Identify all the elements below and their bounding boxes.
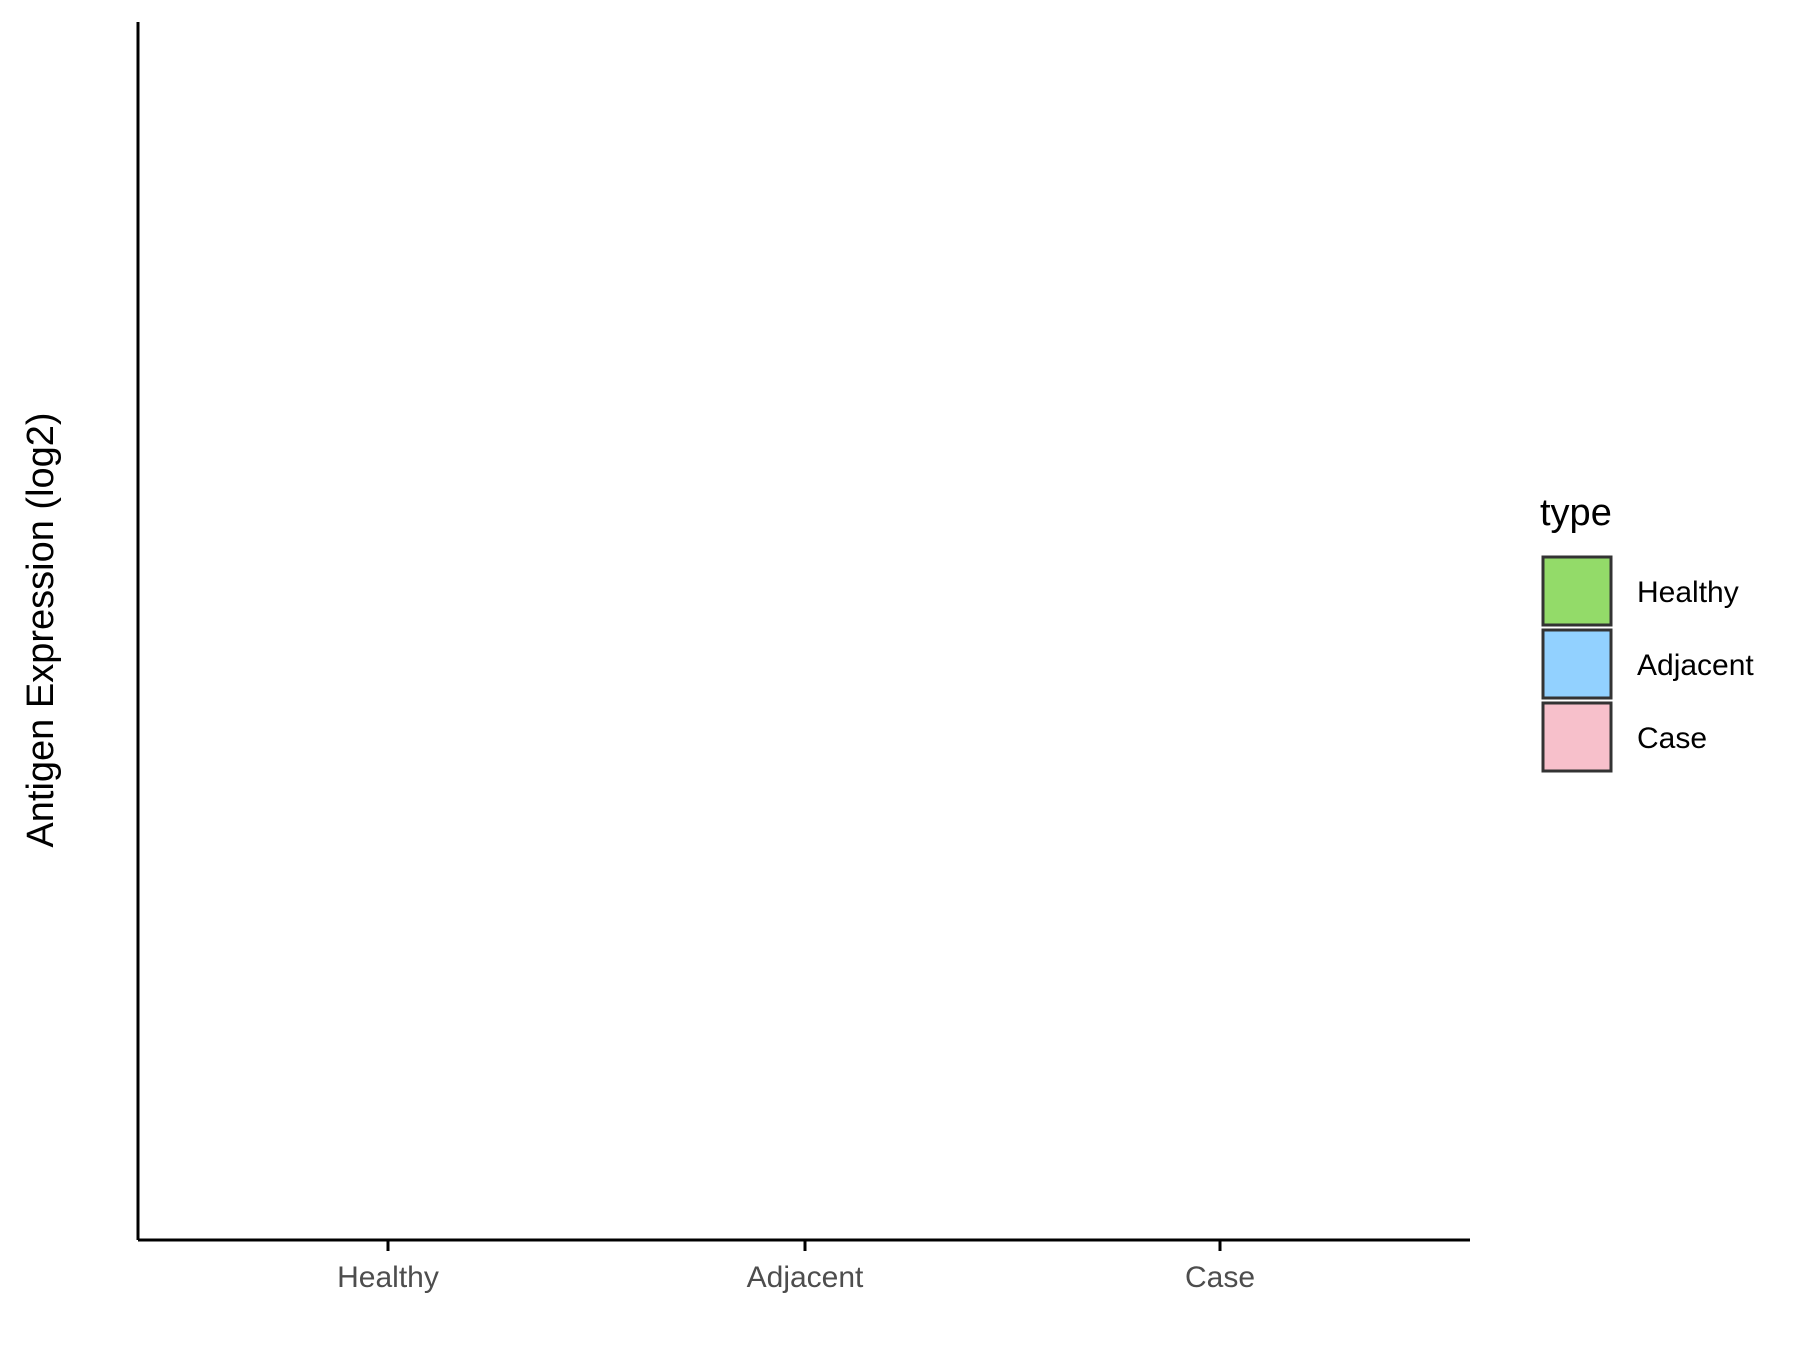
legend-swatch (1541, 555, 1613, 627)
legend-label: Case (1637, 722, 1707, 755)
legend-swatch (1541, 628, 1613, 700)
legend-label: Adjacent (1637, 649, 1754, 682)
x-tick-label: Case (1185, 1261, 1255, 1294)
legend-swatch (1541, 701, 1613, 773)
axes (136, 22, 1470, 1242)
x-axis-ticks: Healthy Adjacent Case (337, 1240, 1255, 1294)
legend-title: type (1540, 492, 1612, 534)
x-tick-label: Healthy (337, 1261, 439, 1294)
x-tick-label: Adjacent (747, 1261, 864, 1294)
y-axis-title: Antigen Expression (log2) (20, 412, 62, 847)
legend-label: Healthy (1637, 576, 1739, 609)
legend: type Healthy Adjacent Case (1540, 492, 1754, 773)
